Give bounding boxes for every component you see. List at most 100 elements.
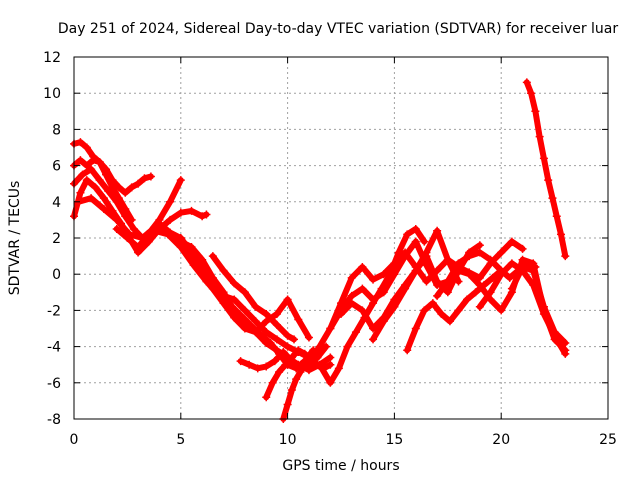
data-point: [262, 338, 271, 347]
data-point: [262, 393, 271, 402]
data-point: [539, 302, 548, 311]
data-point: [454, 266, 463, 275]
data-point: [437, 310, 446, 319]
data-point: [144, 230, 153, 239]
data-point: [422, 277, 431, 286]
data-point: [219, 266, 228, 275]
data-point: [343, 342, 352, 351]
data-point: [347, 291, 356, 300]
y-tick-label: 12: [43, 50, 61, 66]
data-point: [443, 255, 452, 264]
data-point: [358, 306, 367, 315]
y-tick-label: 6: [52, 159, 61, 175]
data-point: [294, 315, 303, 324]
data-point: [390, 259, 399, 268]
data-point: [208, 284, 217, 293]
data-point: [245, 360, 254, 369]
data-point: [140, 174, 149, 183]
data-point: [505, 273, 514, 282]
data-point: [208, 273, 217, 282]
data-point: [548, 194, 557, 203]
data-point: [369, 275, 378, 284]
data-point: [433, 291, 442, 300]
data-point: [369, 335, 378, 344]
data-point: [202, 210, 211, 219]
data-point: [334, 364, 343, 373]
data-point: [102, 170, 111, 179]
data-point: [82, 161, 91, 170]
data-point: [358, 284, 367, 293]
data-point: [475, 273, 484, 282]
data-point: [262, 310, 271, 319]
data-point: [401, 248, 410, 257]
data-point: [95, 157, 104, 166]
data-point: [486, 288, 495, 297]
data-point: [531, 107, 540, 116]
data-point: [283, 342, 292, 351]
data-point: [198, 212, 207, 221]
data-point: [253, 364, 262, 373]
data-point: [123, 234, 132, 242]
data-point: [251, 328, 260, 337]
data-point: [422, 248, 431, 257]
series-track-21: [507, 262, 570, 347]
data-point: [304, 333, 313, 342]
data-point: [475, 241, 484, 250]
data-point: [240, 306, 249, 315]
data-point: [552, 212, 561, 221]
data-point: [507, 284, 516, 293]
data-point: [390, 270, 399, 279]
data-point: [91, 183, 100, 192]
y-tick-label: -4: [47, 340, 61, 356]
chart-title: Day 251 of 2024, Sidereal Day-to-day VTE…: [58, 21, 619, 37]
data-point: [95, 176, 104, 185]
y-tick-labels: -8 -6 -4 -2 0 2 4 6 8 10 12: [43, 50, 61, 428]
data-point: [550, 328, 559, 337]
data-point: [507, 259, 516, 268]
data-point: [326, 324, 335, 333]
data-point: [544, 176, 553, 185]
data-point: [112, 215, 121, 224]
data-point: [390, 302, 399, 311]
x-tick-label: 10: [279, 432, 297, 448]
data-point: [317, 364, 326, 373]
data-point: [230, 295, 239, 304]
data-point: [463, 295, 472, 304]
data-point: [465, 248, 474, 257]
data-point: [198, 255, 207, 264]
data-point: [283, 295, 292, 304]
data-point: [535, 132, 544, 141]
data-point: [166, 197, 175, 206]
data-point: [561, 252, 570, 261]
x-tick-label: 15: [385, 432, 403, 448]
data-point: [411, 237, 420, 246]
data-point: [401, 284, 410, 293]
data-point: [454, 277, 463, 286]
data-point: [251, 302, 260, 311]
data-point: [268, 378, 277, 387]
series-line: [404, 260, 539, 354]
data-point: [428, 299, 437, 308]
data-point: [403, 346, 412, 355]
data-point: [104, 186, 113, 195]
data-point: [411, 324, 420, 333]
data-point: [296, 367, 305, 376]
data-point: [326, 360, 335, 369]
y-tick-label: -8: [47, 412, 61, 428]
data-point: [475, 302, 484, 311]
x-axis-label: GPS time / hours: [282, 458, 399, 474]
series-track-3: [70, 156, 136, 224]
x-tick-label: 20: [492, 432, 510, 448]
data-point: [262, 317, 271, 326]
data-point: [497, 306, 506, 315]
data-point: [198, 270, 207, 279]
data-point: [522, 78, 531, 87]
data-point: [300, 360, 309, 369]
data-point: [561, 349, 570, 358]
data-point: [281, 360, 290, 369]
data-point: [475, 281, 484, 290]
y-tick-label: 8: [52, 122, 61, 138]
data-point: [507, 237, 516, 246]
data-point: [272, 335, 281, 344]
